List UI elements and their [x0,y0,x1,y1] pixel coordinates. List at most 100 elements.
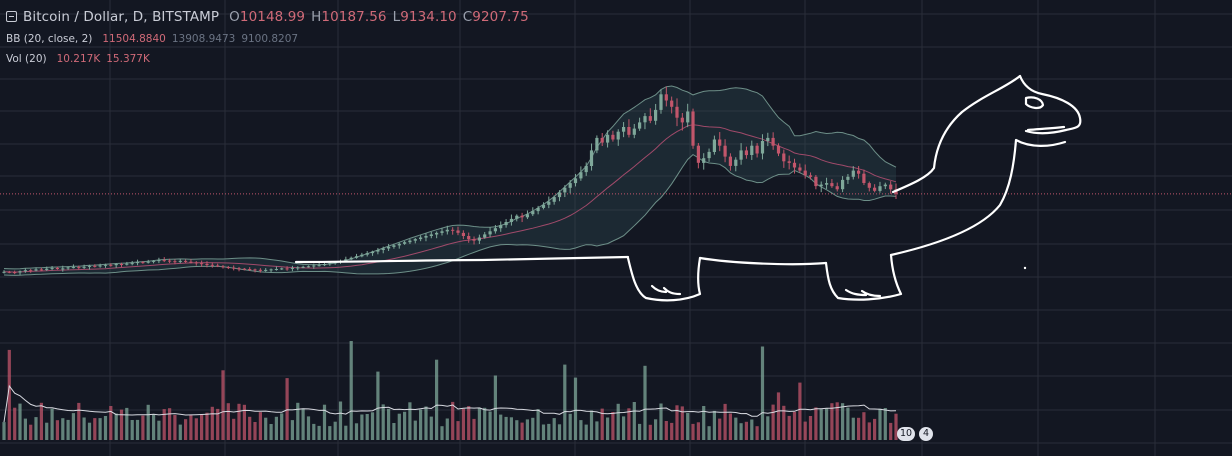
high-label: H [311,9,322,25]
candle-body [7,271,11,273]
volume-bar [344,425,348,440]
candle-body [387,246,391,249]
volume-bar [221,370,225,440]
candlestick-series [2,86,898,275]
volume-bar [125,407,129,440]
volume-bar [360,414,364,440]
volume-bar [648,424,652,440]
candle-body [606,134,610,143]
collapse-legend-icon[interactable] [6,11,17,22]
candle-body [18,271,22,273]
volume-bar [477,407,481,440]
volume-bar [557,424,562,440]
volume-bar [841,403,845,440]
volume-bar [835,402,839,440]
volume-bar [739,423,743,440]
candle-body [87,265,92,267]
candle-body [878,186,882,191]
candle-body [782,153,786,162]
candle-body [568,183,572,188]
candle-body [686,111,690,123]
event-badge-a[interactable]: 10 [897,427,915,441]
candle-body [461,232,465,236]
candle-body [152,260,156,262]
freehand-dinosaur-drawing[interactable] [294,74,1082,302]
candle-body [301,266,305,268]
candle-body [440,231,444,233]
vol-label: Vol (20) [6,53,47,65]
volume-bar [45,422,49,440]
dinosaur-head [1018,74,1082,135]
volume-bar [29,424,33,440]
volume-bar [675,405,679,440]
candle-body [841,179,845,190]
volume-bar [226,403,230,440]
candle-body [451,229,455,231]
candle-body [194,262,198,264]
volume-bar [595,421,599,440]
volume-bar [274,416,278,440]
volume-bar [39,402,43,440]
candle-body [627,127,631,135]
vol-value: 10.217K [56,53,101,65]
candle-body [835,186,839,190]
volume-bar [130,420,134,440]
candle-body [306,266,311,268]
candle-body [616,131,620,140]
candle-body [776,145,781,154]
volume-bar [354,423,359,440]
volume-bar [638,423,642,440]
candle-body [846,176,850,180]
candle-body [659,94,663,110]
volume-bar [643,365,647,440]
candle-body [814,176,818,187]
event-badge-b[interactable]: 4 [919,427,933,441]
volume-bar [13,407,17,440]
dinosaur-front-leg [626,256,702,302]
volume-legend[interactable]: Vol (20) 10.217K 15.377K [6,53,150,65]
candle-body [370,251,375,254]
symbol-legend: Bitcoin / Dollar, D, BITSTAMP O10148.99 H1… [6,9,529,25]
volume-bar [584,424,588,440]
volume-bar [387,408,391,440]
volume-bar [50,408,54,440]
volume-bar [509,417,513,440]
symbol-title[interactable]: Bitcoin / Dollar, D, BITSTAMP [23,9,220,25]
volume-bar [857,417,861,440]
candle-body [525,214,529,218]
candle-body [728,156,732,166]
candle-body [424,236,428,238]
candle-body [889,184,893,190]
volume-bar [771,404,775,440]
candle-body [573,178,578,184]
candle-body [445,229,449,232]
volume-bar [451,401,455,440]
volume-bar [114,413,118,440]
bollinger-legend[interactable]: BB (20, close, 2) 11504.8840 13908.9473 910… [6,33,298,45]
volume-bar [7,349,11,440]
volume-bar [798,382,802,440]
volume-bar [290,420,294,440]
volume-bar [552,418,556,440]
candle-body [563,187,567,193]
volume-bar [611,412,615,440]
candle-body [365,253,369,255]
volume-bar [819,409,823,440]
dinosaur-back-toes [844,288,882,298]
volume-bar [109,406,113,440]
candle-body [883,184,887,187]
volume-bar [322,404,327,440]
dinosaur-front-toes [650,284,682,296]
volume-bar [873,418,877,440]
volume-bar [627,408,631,440]
volume-bar [264,417,268,440]
volume-bar [883,408,887,440]
open-label: O [229,9,240,25]
volume-bar [141,415,145,440]
volume-bar [82,417,86,440]
candle-body [600,137,604,143]
volume-bar [589,410,594,440]
candle-body [98,265,102,267]
